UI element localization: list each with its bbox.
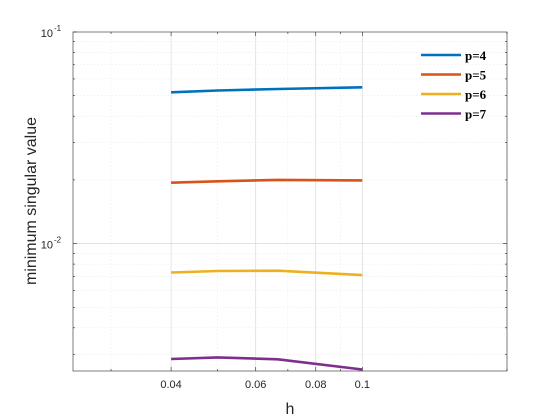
legend: p=4 p=5 p=6 p=7	[421, 48, 487, 122]
y-tick-label: 10	[41, 28, 53, 40]
x-tick-label: 0.1	[355, 379, 370, 391]
y-tick-exponent: -1	[54, 24, 62, 33]
legend-label: p=7	[465, 107, 487, 122]
legend-label: p=5	[465, 68, 487, 83]
x-tick-label: 0.08	[305, 379, 326, 391]
plot-frame	[72, 31, 508, 372]
series-line-p-6	[171, 269, 363, 277]
x-tick-label: 0.04	[160, 379, 181, 391]
series-layer	[171, 86, 363, 371]
series-line-p-7	[171, 356, 363, 371]
x-tick-label: 0.06	[245, 379, 266, 391]
y-tick-label: 10	[41, 240, 53, 252]
y-axis-label: minimum singular value	[23, 117, 40, 285]
legend-label: p=6	[465, 87, 487, 102]
x-axis-label: h	[286, 401, 295, 418]
series-line-p-4	[171, 86, 363, 94]
y-tick-exponent: -2	[54, 236, 62, 245]
plot-background	[73, 32, 507, 371]
tick-layer: 0.04 0.06 0.08 0.110-210-1	[41, 24, 508, 391]
legend-label: p=4	[465, 48, 487, 63]
series-line-p-5	[171, 178, 363, 184]
